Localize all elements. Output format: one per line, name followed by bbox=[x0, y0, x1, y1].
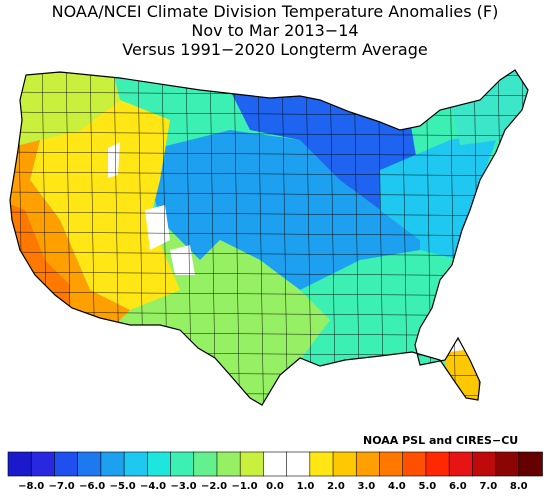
legend-tick-label: −5.0 bbox=[110, 481, 136, 492]
legend-tick-label: 1.0 bbox=[297, 481, 315, 492]
title-line-1: NOAA/NCEI Climate Division Temperature A… bbox=[51, 2, 499, 21]
title-line-2: Nov to Mar 2013−14 bbox=[191, 21, 359, 40]
division-line bbox=[10, 111, 528, 117]
legend-swatch bbox=[7, 451, 33, 477]
legend-tick-label: 7.0 bbox=[479, 481, 497, 492]
region-central-plains-ohio-valley bbox=[150, 130, 420, 290]
legend-swatch bbox=[379, 451, 404, 477]
division-line bbox=[0, 412, 550, 416]
region-new-england bbox=[450, 70, 528, 145]
division-line bbox=[233, 70, 241, 405]
legend-swatch bbox=[30, 451, 56, 477]
legend-swatch bbox=[216, 451, 241, 477]
title-block: NOAA/NCEI Climate Division Temperature A… bbox=[0, 2, 550, 59]
division-line bbox=[10, 211, 528, 217]
legend-tick-label: 2.0 bbox=[327, 481, 345, 492]
near-zero-patch bbox=[170, 245, 195, 275]
legend-swatch bbox=[239, 451, 265, 477]
legend-swatch bbox=[123, 451, 149, 477]
division-line bbox=[546, 60, 550, 440]
legend-swatch bbox=[263, 451, 288, 477]
map-svg bbox=[0, 60, 550, 440]
legend-tick-label: −1.0 bbox=[231, 481, 257, 492]
legend-swatch bbox=[309, 451, 334, 477]
legend-tick-label: 6.0 bbox=[449, 481, 467, 492]
legend-tick-label: 4.0 bbox=[388, 481, 406, 492]
region-pacific-northwest bbox=[10, 70, 120, 150]
legend-tick-label: −4.0 bbox=[140, 481, 166, 492]
legend-swatch bbox=[402, 451, 427, 477]
division-line bbox=[257, 70, 265, 405]
legend-tick-label: −8.0 bbox=[18, 481, 44, 492]
legend-swatch bbox=[518, 451, 543, 477]
legend-tick-label: −7.0 bbox=[49, 481, 75, 492]
division-line bbox=[521, 70, 528, 405]
legend-tick-label: −6.0 bbox=[79, 481, 105, 492]
legend-swatch bbox=[495, 451, 520, 477]
division-line bbox=[10, 171, 528, 177]
credit-label: NOAA PSL and CIRES−CU bbox=[363, 434, 519, 447]
legend-swatch bbox=[355, 451, 381, 477]
color-legend-svg: −8.0 −7.0 −6.0 −5.0 −4.0 −3.0 −2.0 −1.0 0.0 1.0 2.… bbox=[7, 451, 543, 492]
legend-swatch bbox=[332, 451, 358, 477]
legend-tick-label: 3.0 bbox=[358, 481, 376, 492]
color-legend: −8.0 −7.0 −6.0 −5.0 −4.0 −3.0 −2.0 −1.0 0.0 1.0 2.… bbox=[0, 450, 550, 492]
division-line bbox=[449, 70, 457, 405]
legend-tick-label: 5.0 bbox=[419, 481, 437, 492]
title-line-3: Versus 1991−2020 Longterm Average bbox=[122, 40, 428, 59]
legend-tick-label: 8.0 bbox=[510, 481, 528, 492]
legend-tick-label: −3.0 bbox=[171, 481, 197, 492]
us-outline bbox=[9, 69, 529, 406]
division-line bbox=[10, 231, 528, 237]
legend-swatch bbox=[54, 451, 79, 477]
legend-swatch bbox=[425, 451, 450, 477]
near-zero-patch bbox=[108, 142, 120, 178]
division-line bbox=[10, 131, 528, 137]
legend-swatch bbox=[170, 451, 195, 477]
division-line bbox=[10, 191, 528, 197]
legend-swatch bbox=[100, 451, 125, 477]
legend-swatch bbox=[472, 451, 497, 477]
legend-tick-label: 0.0 bbox=[266, 481, 284, 492]
near-zero-patch bbox=[145, 205, 170, 250]
region-florida-peninsula bbox=[440, 340, 485, 405]
legend-swatch bbox=[193, 451, 218, 477]
legend-swatch bbox=[448, 451, 474, 477]
us-climate-division-map bbox=[0, 60, 550, 440]
legend-swatch bbox=[286, 451, 311, 477]
division-line bbox=[10, 151, 528, 157]
legend-tick-label: −2.0 bbox=[201, 481, 227, 492]
legend-swatch bbox=[77, 451, 102, 477]
legend-swatch bbox=[147, 451, 172, 477]
